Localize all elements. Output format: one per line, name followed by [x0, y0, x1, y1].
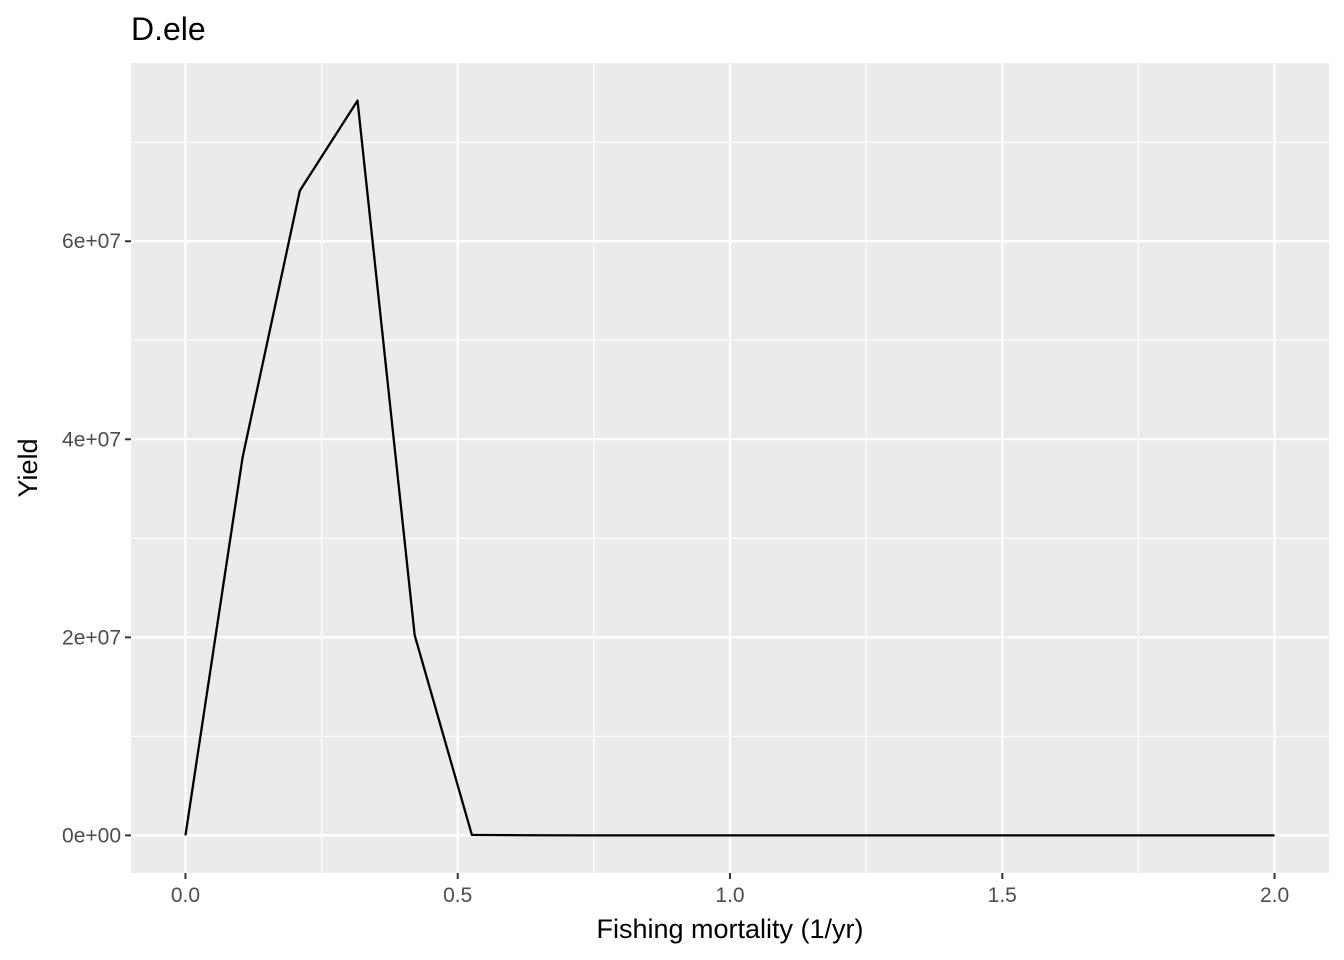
x-tick-label-1: 0.5 — [443, 884, 472, 907]
x-tick-label-2: 1.0 — [715, 884, 744, 907]
series-line-0 — [184, 99, 1275, 837]
chart-title: D.ele — [131, 11, 206, 47]
y-tick-label-0: 0e+00 — [62, 824, 121, 847]
x-axis-title: Fishing mortality (1/yr) — [596, 914, 863, 944]
x-axis: 0.0 0.5 1.0 1.5 2.0 — [171, 873, 1289, 907]
y-axis: 0e+00 2e+07 4e+07 6e+07 — [62, 230, 131, 847]
x-tick-label-3: 1.5 — [988, 884, 1017, 907]
x-tick-label-0: 0.0 — [171, 884, 200, 907]
y-axis-title: Yield — [13, 438, 43, 497]
y-tick-label-2: 4e+07 — [62, 428, 121, 451]
series-layer — [184, 99, 1275, 837]
x-tick-label-4: 2.0 — [1260, 884, 1289, 907]
y-tick-label-3: 6e+07 — [62, 230, 121, 253]
y-tick-label-1: 2e+07 — [62, 626, 121, 649]
